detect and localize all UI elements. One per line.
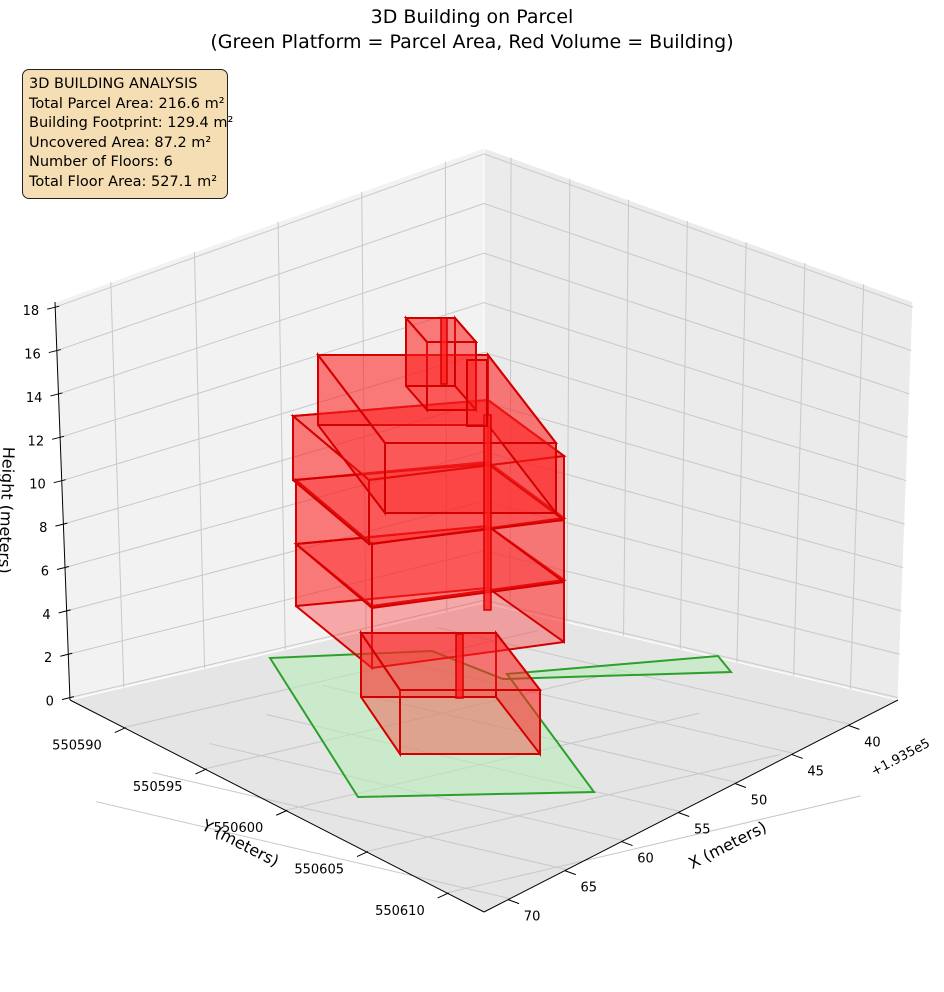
- upper-block-top: [315, 354, 559, 444]
- x-tick-mark: [621, 841, 633, 847]
- z-tick-label: 14: [26, 391, 43, 406]
- z-tick-mark: [55, 522, 68, 527]
- z-tick-label: 4: [42, 608, 50, 623]
- building-layer: [290, 315, 567, 758]
- x-tick-label: 60: [637, 852, 654, 867]
- y-gridline-wall: [193, 251, 206, 669]
- x-tick-label: 45: [807, 764, 824, 779]
- x-tick-label: 70: [524, 910, 541, 925]
- y-tick-mark: [356, 851, 369, 858]
- y-gridline-wall: [110, 281, 125, 688]
- info-line-uncovered: Uncovered Area: 87.2 m²: [29, 134, 212, 151]
- z-gridline: [58, 252, 910, 395]
- z-tick-mark: [51, 435, 65, 440]
- x-axis-line: [483, 699, 899, 913]
- vertical-column-lower: [455, 633, 464, 699]
- x-gridline-floor: [95, 801, 511, 900]
- x-tick-mark: [734, 782, 747, 788]
- side-box: [466, 359, 488, 427]
- y-tick-label: 550600: [214, 821, 264, 836]
- z-tick-label: 8: [39, 521, 47, 536]
- info-line-footprint: Building Footprint: 129.4 m²: [29, 115, 234, 131]
- x-tick-label: 65: [581, 881, 598, 896]
- z-tick-mark: [61, 696, 75, 701]
- z-gridline: [55, 153, 913, 308]
- z-tick-mark: [56, 565, 70, 570]
- z-gridline: [56, 202, 912, 352]
- z-tick-mark: [53, 479, 66, 484]
- x-gridline-wall: [793, 263, 806, 676]
- info-line-parcel-area: Total Parcel Area: 216.6 m²: [29, 95, 225, 112]
- z-tick-label: 12: [28, 434, 45, 449]
- x-tick-mark: [564, 870, 576, 876]
- y-tick-label: 550595: [133, 780, 183, 795]
- analysis-info-box: 3D BUILDING ANALYSIS Total Parcel Area: …: [22, 69, 234, 199]
- x-gridline-floor: [152, 772, 567, 871]
- y-tick-mark: [195, 768, 207, 775]
- y-tick-label: 550610: [375, 904, 425, 919]
- x-tick-mark: [678, 812, 690, 817]
- z-tick-label: 6: [41, 564, 49, 579]
- x-tick-label: 50: [751, 793, 768, 808]
- y-gridline-wall: [277, 221, 286, 650]
- z-axis-label: Height (meters): [0, 446, 18, 574]
- x-tick-label: 55: [694, 823, 711, 838]
- y-gridline-wall: [361, 191, 367, 631]
- z-axis-line: [54, 301, 71, 701]
- z-tick-mark: [58, 609, 71, 614]
- z-tick-mark: [47, 305, 60, 310]
- chart-title: 3D Building on Parcel: [370, 6, 574, 28]
- ground-extension-top: [359, 632, 543, 691]
- axis-lines: [47, 301, 899, 913]
- vertical-column-top: [440, 317, 448, 385]
- x-gridline-wall: [849, 284, 865, 689]
- y-tick-label: 550590: [52, 739, 102, 754]
- vertical-column: [483, 414, 492, 611]
- y-axis-line: [69, 699, 485, 913]
- x-gridline-wall: [736, 242, 747, 663]
- x-tick-mark: [791, 753, 803, 759]
- z-tick-label: 10: [29, 478, 46, 493]
- y-gridline-floor: [365, 754, 781, 853]
- y-tick-mark: [276, 809, 288, 816]
- info-line-floor-area: Total Floor Area: 527.1 m²: [29, 173, 218, 190]
- z-tick-label: 0: [46, 695, 54, 710]
- z-gridline: [61, 351, 907, 482]
- z-gridline: [59, 302, 909, 438]
- z-tick-label: 16: [24, 348, 41, 363]
- x-tick-mark: [507, 899, 520, 905]
- y-tick-label: 550605: [294, 863, 344, 878]
- z-tick-label: 18: [23, 304, 40, 319]
- z-tick-mark: [48, 349, 61, 354]
- y-tick-mark: [437, 892, 449, 899]
- info-line-floors: Number of Floors: 6: [29, 154, 173, 170]
- x-tick-label: 40: [864, 735, 881, 750]
- z-tick-label: 2: [44, 651, 52, 666]
- z-tick-mark: [50, 392, 63, 397]
- y-gridline-floor: [446, 795, 861, 894]
- z-gridline: [63, 401, 905, 525]
- y-tick-mark: [114, 727, 127, 734]
- chart-subtitle: (Green Platform = Parcel Area, Red Volum…: [210, 31, 734, 53]
- z-tick-mark: [60, 652, 73, 657]
- x-tick-mark: [848, 724, 860, 730]
- x-gridline-wall: [679, 220, 688, 649]
- info-heading: 3D BUILDING ANALYSIS: [29, 76, 198, 92]
- tick-labels: 0 2 4 6 8 10 12 14 16 18 40 45 50 55 60 65 70 550590 55059…: [23, 304, 881, 924]
- x-gridline-wall: [566, 178, 571, 623]
- x-gridline-wall: [623, 199, 630, 636]
